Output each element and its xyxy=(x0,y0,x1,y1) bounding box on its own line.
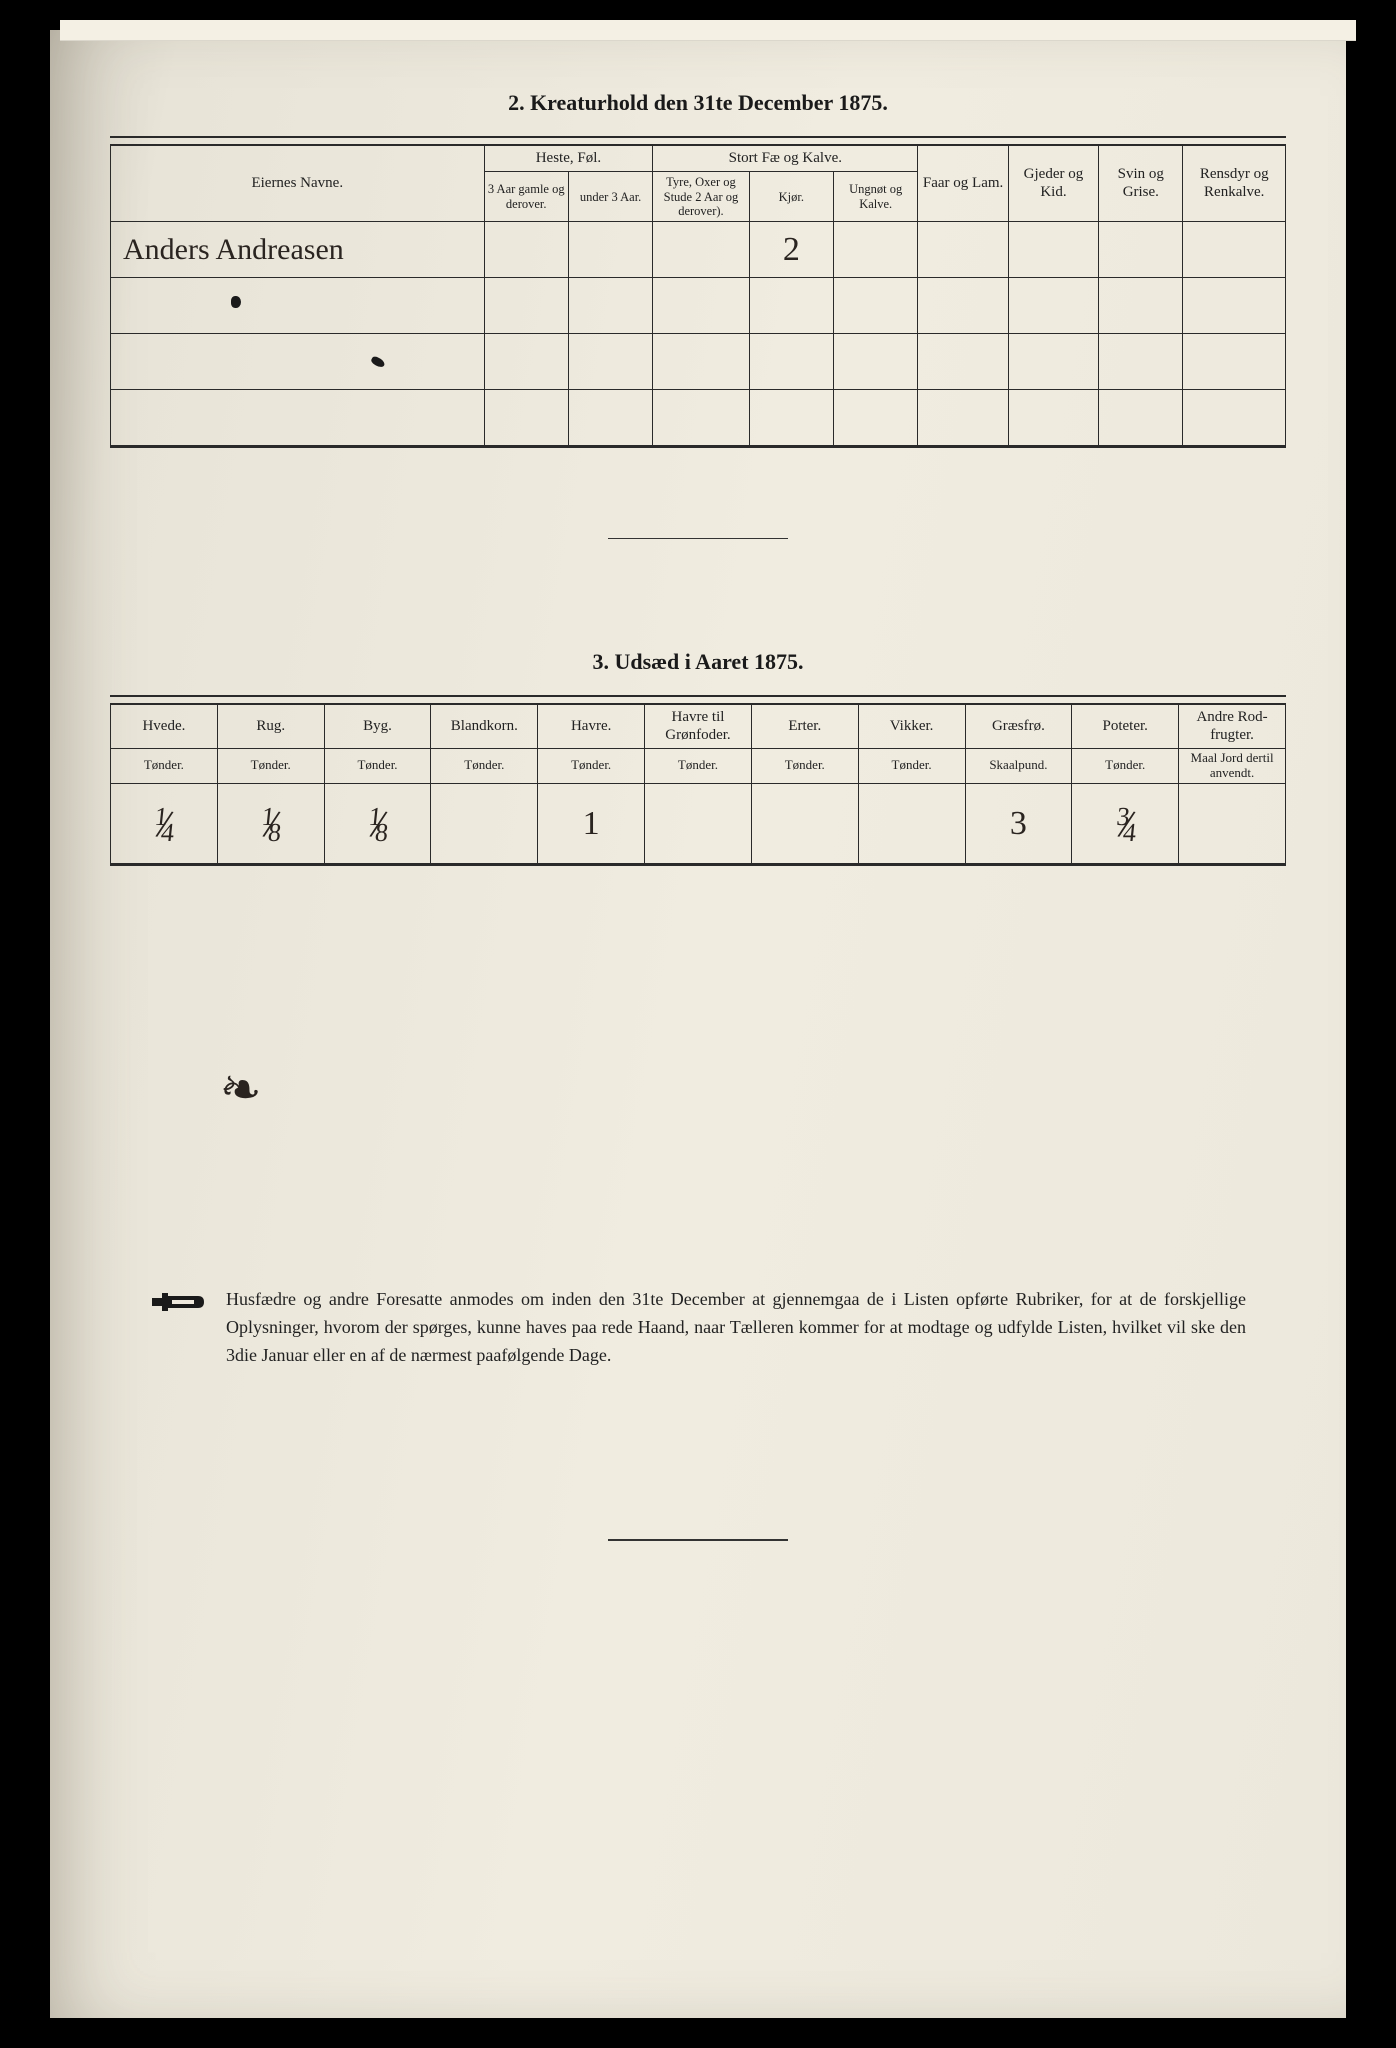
col: Blandkorn. xyxy=(431,705,538,749)
unit: Tønder. xyxy=(645,748,752,783)
unit: Tønder. xyxy=(538,748,645,783)
col: Andre Rod-frugter. xyxy=(1179,705,1286,749)
unit: Tønder. xyxy=(431,748,538,783)
col: Havre til Grønfoder. xyxy=(645,705,752,749)
sub-heste2: under 3 Aar. xyxy=(568,172,652,222)
rule xyxy=(110,864,1286,866)
col-gjeder: Gjeder og Kid. xyxy=(1008,146,1098,222)
unit: Skaalpund. xyxy=(965,748,1072,783)
owner-name: Anders Andreasen xyxy=(111,222,485,278)
cell-havre: 1 xyxy=(538,783,645,863)
unit: Tønder. xyxy=(111,748,218,783)
cell-erter xyxy=(751,783,858,863)
col-heste: Heste, Føl. xyxy=(484,146,653,172)
table-row: 1/4 1/8 1/8 1 3 3/4 xyxy=(111,783,1286,863)
footnote-text: Husfædre og andre Foresatte anmodes om i… xyxy=(226,1286,1246,1370)
col-name: Eiernes Navne. xyxy=(111,146,485,222)
unit: Tønder. xyxy=(1072,748,1179,783)
table-row xyxy=(111,334,1286,390)
rule xyxy=(110,446,1286,448)
unit: Tønder. xyxy=(324,748,431,783)
col: Rug. xyxy=(217,705,324,749)
unit: Tønder. xyxy=(217,748,324,783)
empty-cell xyxy=(111,390,485,446)
col-svin: Svin og Grise. xyxy=(1099,146,1183,222)
divider xyxy=(608,538,788,539)
cell-hvede: 1/4 xyxy=(111,783,218,863)
sub-fae3: Ungnøt og Kalve. xyxy=(834,172,918,222)
sub-fae1: Tyre, Oxer og Stude 2 Aar og derover). xyxy=(653,172,749,222)
cell-poteter: 3/4 xyxy=(1072,783,1179,863)
cell-rug: 1/8 xyxy=(217,783,324,863)
cell-blandkorn xyxy=(431,783,538,863)
end-divider xyxy=(608,1539,788,1541)
sub-heste1: 3 Aar gamle og derover. xyxy=(484,172,568,222)
col: Poteter. xyxy=(1072,705,1179,749)
col-faar: Faar og Lam. xyxy=(918,146,1008,222)
col: Vikker. xyxy=(858,705,965,749)
col: Byg. xyxy=(324,705,431,749)
col: Erter. xyxy=(751,705,858,749)
cell-kjor: 2 xyxy=(749,222,833,278)
cell-havregron xyxy=(645,783,752,863)
col: Hvede. xyxy=(111,705,218,749)
sub-fae2: Kjør. xyxy=(749,172,833,222)
empty-cell xyxy=(111,278,485,334)
section2-title: 2. Kreaturhold den 31te December 1875. xyxy=(110,90,1286,116)
cell-andre xyxy=(1179,783,1286,863)
document-page: 2. Kreaturhold den 31te December 1875. E… xyxy=(50,30,1346,2018)
rule xyxy=(110,695,1286,697)
ink-mark: ❧ xyxy=(215,1057,266,1121)
table-row: Anders Andreasen 2 xyxy=(111,222,1286,278)
col-rensdyr: Rensdyr og Renkalve. xyxy=(1183,146,1286,222)
table-row xyxy=(111,390,1286,446)
cell-byg: 1/8 xyxy=(324,783,431,863)
rule xyxy=(110,136,1286,138)
pointing-hand-icon xyxy=(150,1288,206,1316)
section3-title: 3. Udsæd i Aaret 1875. xyxy=(110,649,1286,675)
footnote-block: Husfædre og andre Foresatte anmodes om i… xyxy=(110,1286,1286,1370)
col: Græsfrø. xyxy=(965,705,1072,749)
livestock-table: Eiernes Navne. Heste, Føl. Stort Fæ og K… xyxy=(110,145,1286,446)
col-fae: Stort Fæ og Kalve. xyxy=(653,146,918,172)
empty-cell xyxy=(111,334,485,390)
unit: Maal Jord dertil anvendt. xyxy=(1179,748,1286,783)
unit: Tønder. xyxy=(858,748,965,783)
cell-vikker xyxy=(858,783,965,863)
seed-table: Hvede. Rug. Byg. Blandkorn. Havre. Havre… xyxy=(110,704,1286,863)
cell-graesfro: 3 xyxy=(965,783,1072,863)
unit: Tønder. xyxy=(751,748,858,783)
col: Havre. xyxy=(538,705,645,749)
table-row xyxy=(111,278,1286,334)
